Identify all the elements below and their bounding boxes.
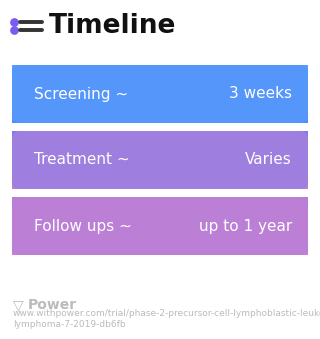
FancyBboxPatch shape xyxy=(12,131,308,189)
FancyBboxPatch shape xyxy=(12,197,308,255)
Text: 3 weeks: 3 weeks xyxy=(229,86,292,101)
Text: www.withpower.com/trial/phase-2-precursor-cell-lymphoblastic-leukemia-
lymphoma-: www.withpower.com/trial/phase-2-precurso… xyxy=(13,308,320,330)
Text: Screening ~: Screening ~ xyxy=(34,86,128,101)
Text: Varies: Varies xyxy=(245,153,292,167)
FancyBboxPatch shape xyxy=(12,65,308,123)
Text: Power: Power xyxy=(28,298,77,312)
FancyBboxPatch shape xyxy=(12,65,308,123)
FancyBboxPatch shape xyxy=(12,197,308,255)
Text: ▽: ▽ xyxy=(13,298,24,312)
FancyBboxPatch shape xyxy=(12,131,308,189)
Text: Treatment ~: Treatment ~ xyxy=(34,153,130,167)
Text: Timeline: Timeline xyxy=(49,13,176,39)
Text: Follow ups ~: Follow ups ~ xyxy=(34,219,132,234)
Text: up to 1 year: up to 1 year xyxy=(199,219,292,234)
